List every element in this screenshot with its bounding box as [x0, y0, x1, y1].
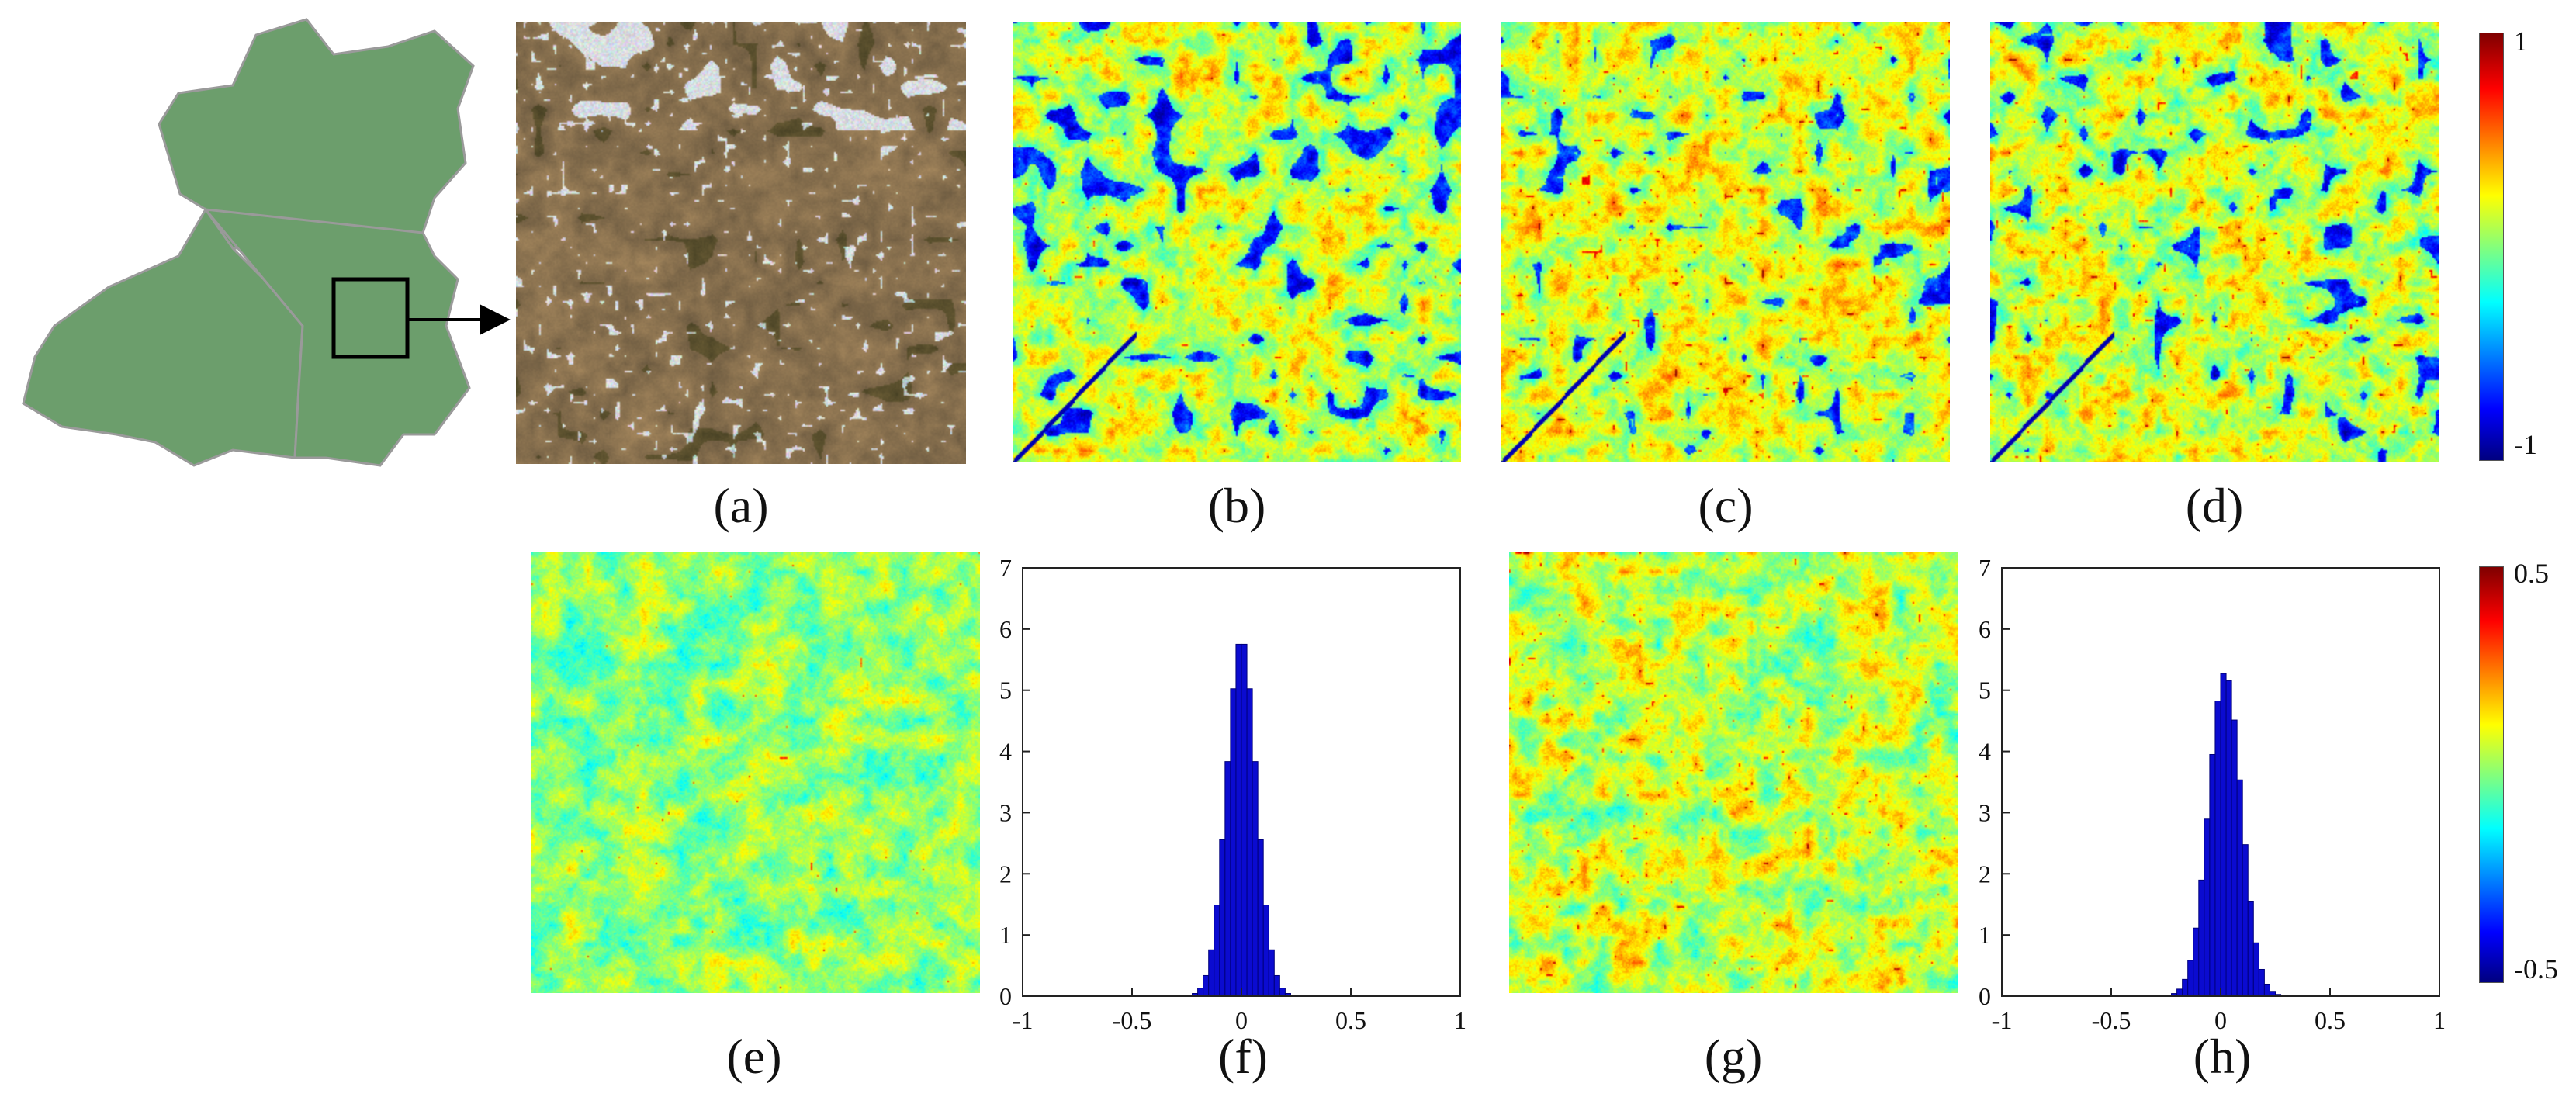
colorbar-bottom-max: 0.5	[2514, 558, 2549, 589]
histogram-bar	[1230, 688, 1237, 997]
x-tick-label: -0.5	[1113, 1006, 1152, 1034]
y-tick-label: 5	[999, 677, 1012, 704]
panel-label-c: (c)	[1698, 478, 1754, 533]
colorbar-top-min: -1	[2514, 429, 2537, 460]
histogram-bar	[2258, 968, 2265, 997]
panel-label-h: (h)	[2193, 1029, 2252, 1084]
x-tick-label: 1	[2433, 1006, 2446, 1034]
histogram-bar	[1262, 905, 1269, 997]
y-tick-label: 6	[999, 615, 1012, 643]
plot-frame	[1022, 567, 1461, 997]
histogram-bar	[1290, 995, 1297, 997]
histogram-bar	[2204, 818, 2211, 997]
map-region-north	[158, 18, 475, 250]
y-tick-label: 1	[1979, 921, 1991, 949]
x-tick-label: 0.5	[2315, 1006, 2346, 1034]
colorbar-bottom	[2479, 566, 2504, 983]
histogram-bar	[1273, 974, 1280, 997]
y-tick-label: 7	[1979, 554, 1991, 582]
histogram-bar	[2220, 673, 2227, 997]
x-tick-label: -0.5	[2092, 1006, 2131, 1034]
heatmap-g	[1509, 552, 1958, 993]
histogram-bar	[2225, 680, 2232, 997]
heatmap-d	[1990, 22, 2439, 462]
histogram-bar	[1268, 949, 1275, 997]
study-area-box	[331, 277, 410, 359]
histogram-bar	[2269, 991, 2276, 997]
histogram-bar	[1246, 688, 1253, 997]
colorbar-bottom-min: -0.5	[2514, 953, 2558, 985]
satellite-image	[516, 22, 966, 464]
histogram-bar	[2242, 844, 2249, 997]
histogram-bar	[2198, 879, 2205, 997]
panel-label-g: (g)	[1704, 1029, 1763, 1084]
plot-frame	[2001, 567, 2440, 997]
y-tick-label: 0	[999, 982, 1012, 1010]
histogram-bar	[1279, 988, 1286, 997]
histogram-bar	[1214, 905, 1220, 997]
y-tick-label: 5	[1979, 677, 1991, 704]
histogram-bar	[1257, 839, 1264, 997]
y-tick-label: 3	[1979, 798, 1991, 826]
y-tick-label: 4	[999, 738, 1012, 766]
heatmap-e	[531, 552, 980, 993]
x-tick-label: 0.5	[1335, 1006, 1366, 1034]
x-tick-label: -1	[1992, 1006, 2013, 1034]
colorbar-top-max: 1	[2514, 26, 2528, 57]
y-tick-label: 0	[1979, 982, 1991, 1010]
map-region-southwest	[22, 207, 304, 467]
histogram-bar	[2263, 983, 2270, 997]
histogram-bar	[2171, 993, 2178, 997]
histogram-bar	[1252, 761, 1259, 997]
histogram-bar	[1186, 995, 1193, 997]
histogram-bar	[2252, 942, 2259, 997]
y-tick-label: 2	[1979, 860, 1991, 888]
y-tick-label: 6	[1979, 615, 1991, 643]
x-tick-label: 1	[1454, 1006, 1466, 1034]
histogram-bar	[2247, 900, 2254, 997]
histogram-bar	[1235, 643, 1242, 997]
histogram-bar	[2209, 753, 2216, 997]
y-tick-label: 3	[999, 798, 1012, 826]
histogram-bar	[2182, 978, 2189, 997]
histogram-bar	[2187, 960, 2194, 997]
histogram-bar	[1192, 993, 1199, 997]
histogram-bar	[2275, 994, 2282, 997]
histogram-bar	[1284, 993, 1291, 997]
heatmap-c	[1501, 22, 1950, 462]
colorbar-top	[2479, 33, 2504, 461]
histogram-bar	[2176, 988, 2183, 997]
y-tick-label: 2	[999, 860, 1012, 888]
histogram-bar	[2231, 719, 2238, 997]
y-tick-label: 7	[999, 554, 1012, 582]
panel-label-f: (f)	[1218, 1029, 1268, 1084]
histogram-bar	[1241, 643, 1248, 997]
panel-label-d: (d)	[2185, 478, 2244, 533]
panel-label-a: (a)	[713, 478, 769, 533]
x-tick-label: -1	[1013, 1006, 1034, 1034]
y-tick-label: 4	[1979, 738, 1991, 766]
panel-label-e: (e)	[726, 1029, 782, 1084]
heatmap-b	[1013, 22, 1461, 462]
histogram-bar	[1208, 949, 1215, 997]
histogram-bar	[1219, 839, 1226, 997]
histogram-bar	[2166, 995, 2173, 997]
histogram-bar	[2214, 701, 2221, 997]
histogram-bar	[2236, 779, 2243, 997]
histogram-bar	[1224, 761, 1231, 997]
histogram-bar	[1203, 974, 1210, 997]
histogram-bar	[1197, 988, 1204, 997]
histogram-bar	[2280, 995, 2287, 997]
map-region-east	[203, 208, 471, 467]
histogram-bar	[2193, 927, 2200, 997]
y-tick-label: 1	[999, 921, 1012, 949]
panel-label-b: (b)	[1207, 478, 1266, 533]
